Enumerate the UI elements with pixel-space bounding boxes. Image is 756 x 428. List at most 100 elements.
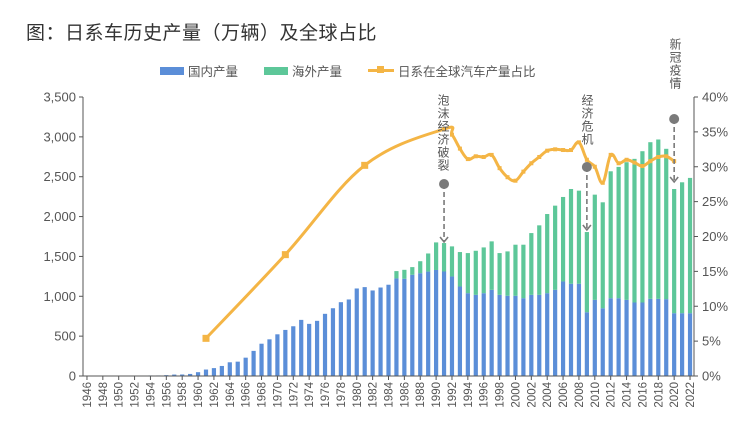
share-point-2003	[537, 154, 542, 159]
bar-overseas-2020	[672, 188, 677, 314]
bar-domestic-1957	[172, 374, 177, 376]
bar-domestic-1987	[410, 274, 415, 376]
bar-overseas-1988	[418, 261, 423, 274]
y-right-tick-label: 20%	[702, 229, 728, 244]
share-point-1991	[442, 127, 447, 132]
bar-overseas-2019	[664, 148, 669, 300]
bar-domestic-2017	[648, 298, 653, 376]
bar-domestic-2011	[600, 308, 605, 376]
legend-swatch-domestic	[160, 66, 184, 75]
x-tick-label: 2002	[526, 382, 538, 408]
legend-item-domestic: 国内产量	[160, 61, 238, 80]
bar-domestic-1966	[243, 357, 248, 376]
x-tick-label: 1978	[336, 382, 348, 408]
share-point-1961	[202, 334, 210, 342]
x-tick-label: 1988	[415, 382, 427, 408]
bar-overseas-2008	[576, 190, 582, 284]
share-point-1995	[473, 154, 478, 159]
arrow-down-icon	[439, 236, 449, 244]
bar-domestic-2014	[624, 299, 629, 376]
y-left-tick-label: 0	[69, 369, 76, 384]
bar-domestic-1989	[426, 271, 431, 376]
x-tick-label: 1998	[495, 382, 507, 408]
bar-overseas-2010	[592, 194, 597, 300]
share-point-2017	[648, 159, 653, 164]
bar-overseas-1996	[481, 247, 486, 294]
bar-domestic-2015	[632, 302, 637, 376]
annotation-bubble-burst: 泡沫经济破裂	[436, 94, 450, 172]
share-point-2002	[529, 161, 534, 166]
x-tick-label: 2016	[637, 382, 649, 408]
share-point-2019	[664, 154, 669, 159]
arrow-down-icon	[582, 224, 592, 232]
legend: 国内产量 海外产量 日系在全球汽车产量占比	[160, 61, 536, 80]
bar-overseas-1986	[402, 269, 407, 279]
legend-swatch-overseas	[264, 66, 289, 75]
bar-overseas-2015	[632, 158, 637, 303]
bar-domestic-2003	[537, 294, 542, 376]
bar-domestic-1969	[267, 339, 272, 376]
bar-overseas-2014	[624, 162, 629, 300]
bar-domestic-1983	[378, 287, 383, 376]
bar-overseas-1985	[394, 271, 399, 279]
x-tick-label: 1968	[257, 382, 269, 408]
bar-domestic-2009	[584, 312, 589, 376]
share-point-2012	[608, 152, 613, 157]
x-tick-label: 2020	[669, 382, 681, 408]
bar-domestic-1960	[195, 372, 201, 376]
bar-domestic-1967	[251, 350, 256, 376]
bar-domestic-1985	[394, 278, 399, 376]
share-point-2004	[545, 148, 550, 153]
bar-domestic-1973	[299, 319, 304, 376]
bar-overseas-2012	[608, 171, 613, 299]
x-tick-label: 1956	[161, 382, 173, 408]
x-tick-label: 1964	[225, 381, 237, 407]
bar-overseas-2001	[521, 244, 526, 299]
share-point-2010	[592, 164, 597, 169]
share-point-2018	[656, 154, 661, 159]
bar-domestic-1978	[338, 302, 343, 376]
share-point-1997	[489, 152, 494, 157]
legend-item-share: 日系在全球汽车产量占比	[368, 61, 536, 80]
bar-domestic-1997	[489, 289, 494, 376]
share-point-2014	[624, 157, 629, 162]
share-point-2011	[600, 180, 605, 185]
bar-domestic-1980	[354, 288, 359, 376]
share-point-2001	[521, 169, 526, 174]
bar-overseas-1991	[441, 243, 447, 272]
bar-overseas-2000	[513, 244, 518, 296]
share-point-1971	[281, 251, 289, 259]
bar-overseas-1995	[473, 250, 478, 295]
x-tick-label: 1952	[130, 382, 142, 408]
bar-domestic-2021	[679, 313, 685, 376]
share-point-1998	[497, 166, 502, 171]
bar-overseas-1998	[497, 253, 502, 295]
bar-domestic-1972	[291, 326, 296, 376]
legend-label-overseas: 海外产量	[292, 64, 343, 79]
bar-overseas-2007	[568, 188, 574, 284]
bar-domestic-2001	[521, 298, 526, 376]
bar-domestic-1990	[434, 269, 439, 376]
x-tick-label: 2000	[510, 382, 522, 408]
bar-domestic-1976	[322, 313, 328, 376]
bar-overseas-2016	[640, 151, 645, 303]
x-tick-label: 1984	[384, 381, 396, 407]
bar-domestic-1998	[497, 294, 502, 376]
x-tick-label: 2008	[574, 382, 586, 408]
bar-overseas-2018	[656, 139, 661, 299]
x-tick-label: 1958	[177, 382, 189, 408]
y-left-tick-label: 3,000	[43, 129, 76, 144]
bar-domestic-1962	[211, 368, 217, 376]
share-line	[204, 125, 676, 340]
y-right-tick-label: 5%	[702, 334, 721, 349]
bar-overseas-2004	[545, 214, 550, 294]
annotation-dot	[581, 162, 592, 172]
x-tick-label: 1976	[320, 382, 332, 408]
x-tick-label: 2014	[622, 381, 634, 407]
share-point-2015	[632, 160, 637, 165]
bar-domestic-2004	[545, 293, 550, 376]
bar-domestic-2018	[656, 298, 661, 376]
bar-domestic-1988	[418, 273, 423, 376]
x-tick-label: 2018	[653, 382, 665, 408]
bar-domestic-1968	[259, 343, 264, 376]
